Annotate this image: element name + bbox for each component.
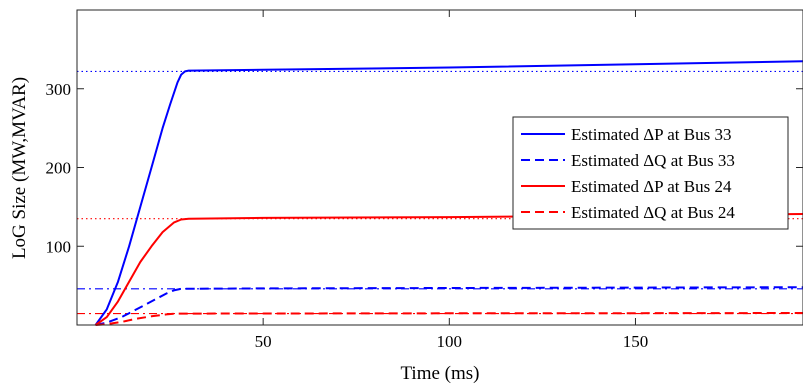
y-tick-label: 300 bbox=[46, 80, 72, 99]
x-tick-label: 50 bbox=[255, 332, 272, 351]
legend-box bbox=[512, 116, 789, 230]
x-tick-label: 100 bbox=[437, 332, 463, 351]
series-line-2 bbox=[95, 213, 803, 326]
x-tick-label: 150 bbox=[623, 332, 649, 351]
series-line-1 bbox=[95, 286, 803, 326]
y-axis-title: LoG Size (MW,MVAR) bbox=[9, 77, 30, 259]
y-tick-label: 100 bbox=[46, 237, 72, 256]
series-lines bbox=[94, 60, 803, 326]
x-axis-ticks: 50 100 150 bbox=[255, 10, 649, 351]
y-axis-ticks: 100 200 300 bbox=[46, 80, 803, 256]
legend-label-2: Estimated ΔP at Bus 24 bbox=[571, 177, 732, 196]
series-line-3 bbox=[95, 312, 803, 326]
legend-label-1: Estimated ΔQ at Bus 33 bbox=[571, 151, 735, 170]
series-line-0 bbox=[94, 60, 803, 326]
x-axis-title: Time (ms) bbox=[400, 363, 479, 384]
y-tick-label: 200 bbox=[46, 159, 72, 178]
legend-label-3: Estimated ΔQ at Bus 24 bbox=[571, 203, 735, 222]
legend: Estimated ΔP at Bus 33 Estimated ΔQ at Bu… bbox=[512, 116, 789, 230]
legend-label-0: Estimated ΔP at Bus 33 bbox=[571, 125, 731, 144]
